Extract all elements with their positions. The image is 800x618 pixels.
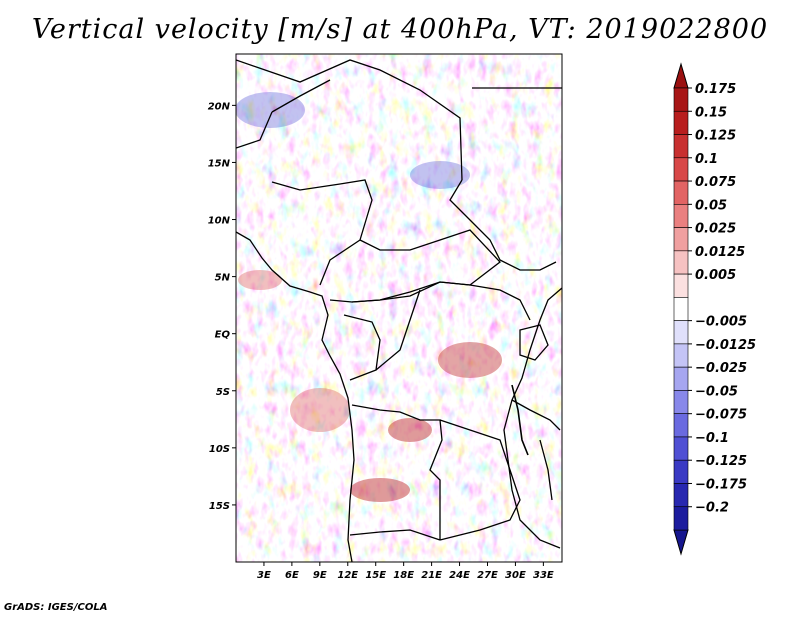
credit-text: GrADS: IGES/COLA (4, 602, 108, 613)
colorbar-label: −0.075 (695, 408, 747, 423)
colorbar-swatch (673, 483, 689, 508)
lon-tick-label: 6E (285, 570, 299, 581)
colorbar-label: 0.125 (695, 129, 736, 144)
coastline-west (236, 231, 355, 562)
field-blob (290, 388, 350, 432)
lon-tick-label: 24E (449, 570, 470, 581)
colorbar-label: −0.125 (695, 454, 747, 469)
border-tanzania (511, 399, 561, 431)
colorbar-swatch (673, 459, 689, 484)
lake-victoria (519, 324, 549, 361)
colorbar-swatch (673, 320, 689, 345)
lon-tick-label: 9E (313, 570, 327, 581)
lon-tick-label: 18E (393, 570, 414, 581)
colorbar-swatch (673, 87, 689, 112)
colorbar-swatch (673, 297, 689, 321)
field-blob (350, 478, 410, 502)
lake-malawi (539, 439, 553, 501)
colorbar-swatch (673, 273, 689, 298)
field-blob (388, 418, 432, 442)
colorbar-label: −0.175 (695, 477, 747, 492)
map-field (236, 54, 562, 562)
colorbar-label: 0.025 (695, 222, 736, 237)
lat-tick-label: 10S (209, 444, 230, 455)
lake-tanganyika (511, 384, 529, 456)
colorbar-label: 0.005 (695, 268, 736, 283)
border-niger-chad (271, 79, 331, 113)
lat-tick-label: 15S (209, 501, 230, 512)
colorbar-swatch (673, 436, 689, 461)
latitude-axis: 20N 15N 10N 5N EQ 5S 10S 15S (208, 101, 236, 512)
field-blob (236, 92, 305, 128)
lat-tick-label: 5N (215, 273, 231, 284)
colorbar-swatch (673, 413, 689, 438)
colorbar-label: 0.1 (695, 152, 718, 167)
colorbar-label: 0.175 (695, 82, 736, 97)
colorbar-label: −0.05 (695, 384, 738, 399)
border-nigeria (271, 179, 373, 286)
colorbar-swatch (673, 250, 689, 275)
map-frame (235, 53, 563, 563)
colorbar-top-cap (673, 62, 689, 89)
border-namibia (349, 529, 441, 541)
border-libya-chad (236, 59, 463, 181)
colorbar-label: 0.075 (695, 175, 736, 190)
border-congo (343, 314, 381, 381)
lat-tick-label: 5S (216, 387, 230, 398)
field-blob (410, 161, 470, 189)
colorbar-label: −0.025 (695, 361, 747, 376)
colorbar: 0.175 0.15 0.125 0.1 0.075 0.05 0.025 0.0125 0.0… (673, 62, 756, 556)
border-drc-north (351, 281, 531, 321)
colorbar-swatch (673, 157, 689, 182)
lon-tick-label: 30E (505, 570, 526, 581)
lon-tick-label: 27E (477, 570, 498, 581)
colorbar-swatch (673, 366, 689, 391)
colorbar-swatch (673, 134, 689, 159)
colorbar-swatch (673, 506, 689, 531)
field-blob (238, 270, 282, 290)
colorbar-label: −0.1 (695, 431, 729, 446)
longitude-axis: 3E 6E 9E 12E 15E 18E 21E 24E 27E 30E 33E (257, 562, 554, 581)
colorbar-label: 0.15 (695, 105, 727, 120)
lon-tick-label: 33E (533, 570, 554, 581)
colorbar-swatch (673, 110, 689, 135)
country-borders (236, 59, 562, 562)
lat-tick-label: 15N (208, 158, 231, 169)
colorbar-swatch (673, 343, 689, 368)
colorbar-swatch (673, 180, 689, 205)
lon-tick-label: 12E (337, 570, 358, 581)
colorbar-label: −0.005 (695, 315, 747, 330)
colorbar-label: −0.2 (695, 501, 729, 516)
colorbar-swatch (673, 204, 689, 228)
lon-tick-label: 3E (257, 570, 271, 581)
colorbar-label: 0.05 (695, 198, 727, 213)
border-zambia (439, 419, 521, 541)
colorbar-swatch (673, 390, 689, 414)
lat-tick-label: 20N (208, 101, 231, 112)
colorbar-swatch (673, 227, 689, 252)
colorbar-label: 0.0125 (695, 245, 745, 260)
lat-tick-label: 10N (208, 216, 231, 227)
lon-tick-label: 21E (421, 570, 442, 581)
colorbar-bottom-cap (673, 529, 689, 556)
lat-tick-label: EQ (215, 330, 231, 341)
colorbar-label: −0.0125 (695, 338, 756, 353)
lon-tick-label: 15E (365, 570, 386, 581)
border-niger-mali (236, 111, 273, 149)
coastline-east (503, 287, 562, 549)
chart-title: Vertical velocity [m/s] at 400hPa, VT: 2… (31, 14, 769, 45)
field-blob (438, 342, 502, 378)
border-chad-sudan (449, 179, 557, 271)
border-drc-west (375, 289, 421, 371)
